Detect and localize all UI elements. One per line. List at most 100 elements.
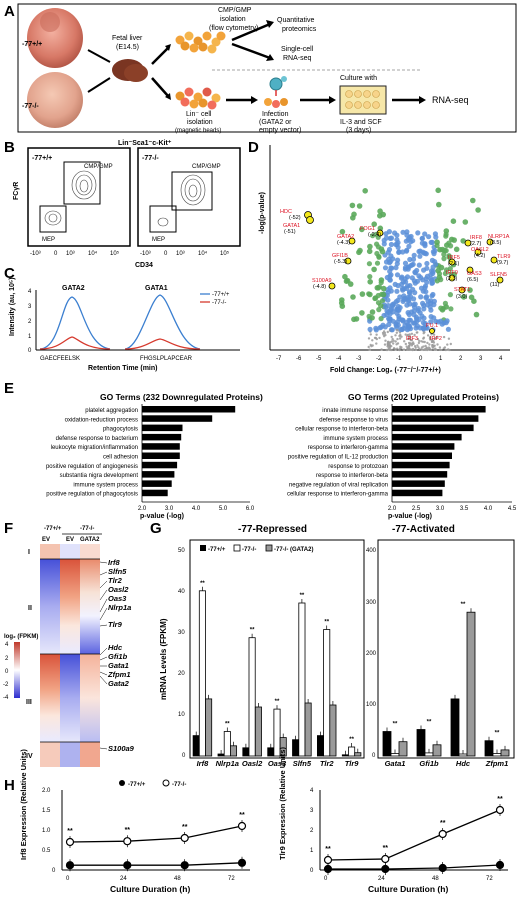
volcano-point bbox=[410, 320, 417, 326]
volcano-point bbox=[385, 297, 391, 303]
volcano-point bbox=[388, 306, 395, 312]
g-left-bars: Irf8 ** Nlrp1a ** Oasl2 ** Oas3 ** Slfn5 ** Tlr2 **… bbox=[192, 581, 362, 768]
gene-tick-label: Gata1 bbox=[385, 759, 406, 768]
svg-text:Gata2: Gata2 bbox=[108, 679, 130, 688]
volcano-point bbox=[422, 345, 425, 348]
mrna-bar bbox=[329, 704, 337, 757]
volcano-point bbox=[416, 344, 419, 347]
volcano-point bbox=[371, 339, 374, 342]
volcano-point bbox=[398, 337, 402, 340]
volcano-point bbox=[383, 235, 389, 241]
svg-text:IRF2: IRF2 bbox=[430, 336, 442, 342]
volcano-point bbox=[424, 260, 430, 267]
svg-text:(-4.8): (-4.8) bbox=[313, 284, 326, 290]
volcano-point bbox=[448, 306, 454, 312]
volcano-point bbox=[375, 300, 382, 306]
a-cmp-2: isolation bbox=[220, 16, 246, 23]
b-contour-wt bbox=[44, 170, 97, 226]
c-legend-wt: -77+/+ bbox=[212, 292, 230, 298]
mrna-bar bbox=[304, 702, 312, 757]
volcano-point bbox=[382, 304, 389, 310]
go-tick: 4.5 bbox=[508, 506, 517, 512]
volcano-point bbox=[380, 322, 386, 328]
volcano-point bbox=[382, 330, 386, 333]
go-bar bbox=[142, 433, 182, 441]
go-bar bbox=[392, 452, 452, 459]
gene-tick-label: Hdc bbox=[456, 759, 471, 768]
volcano-point bbox=[462, 219, 469, 225]
volcano-point bbox=[442, 335, 446, 339]
svg-text:TLR9: TLR9 bbox=[497, 254, 510, 260]
svg-text:0: 0 bbox=[372, 753, 376, 759]
go-tick: 4.0 bbox=[192, 506, 201, 512]
volcano-point bbox=[429, 280, 436, 286]
go-bar bbox=[392, 424, 474, 432]
volcano-point bbox=[442, 270, 448, 277]
svg-text:10³: 10³ bbox=[176, 251, 185, 257]
volcano-point bbox=[430, 268, 436, 274]
volcano-point bbox=[444, 242, 450, 248]
volcano-point bbox=[407, 256, 413, 263]
go-term-label: substantia nigra development bbox=[60, 473, 139, 479]
volcano-point bbox=[339, 297, 345, 303]
volcano-point bbox=[393, 241, 399, 248]
panel-d-letter: D bbox=[248, 139, 259, 156]
a-inf-1: Infection bbox=[262, 111, 289, 118]
volcano-point bbox=[429, 239, 435, 245]
volcano-point bbox=[395, 283, 401, 289]
d-xlabel: Fold Change: Log₂ (-77⁻/⁻/-77+/+) bbox=[330, 367, 441, 374]
panel-c-letter: C bbox=[4, 265, 15, 282]
volcano-point bbox=[400, 335, 403, 338]
g-plot-left bbox=[189, 539, 365, 759]
a-quant-1: Quantitative bbox=[277, 17, 314, 24]
b-ylabel: FCγR bbox=[13, 182, 20, 200]
volcano-point bbox=[367, 279, 374, 285]
svg-text:(-52): (-52) bbox=[289, 215, 301, 221]
a-sc-2: RNA-seq bbox=[283, 55, 312, 62]
h-point bbox=[381, 854, 390, 864]
volcano-point bbox=[436, 343, 439, 346]
volcano-point bbox=[436, 335, 439, 339]
volcano-point bbox=[367, 274, 373, 280]
c-gata1-wt-trace bbox=[124, 294, 201, 350]
b-plot-wt bbox=[27, 147, 131, 247]
volcano-point bbox=[401, 297, 407, 303]
svg-text:10⁴: 10⁴ bbox=[198, 250, 208, 257]
volcano-point bbox=[384, 339, 387, 342]
volcano-point bbox=[435, 187, 442, 194]
go-term-label: positive regulation of IL-12 production bbox=[288, 455, 388, 461]
volcano-point bbox=[374, 260, 381, 266]
volcano-point bbox=[468, 294, 475, 301]
volcano-point bbox=[369, 333, 372, 336]
mrna-bar bbox=[484, 740, 494, 757]
panel-d: D -log(p-value) -7 -6 -5 -4 -3 -2 -1 0 1… bbox=[248, 139, 510, 374]
g-plot-right bbox=[377, 539, 515, 759]
volcano-point bbox=[402, 260, 409, 266]
h-series-line bbox=[328, 864, 501, 870]
volcano-point bbox=[433, 318, 439, 325]
svg-text:GATA2: GATA2 bbox=[337, 234, 354, 240]
mrna-bar bbox=[458, 753, 468, 757]
e-down-bars: platelet aggregation oxidation-reduction … bbox=[46, 404, 255, 512]
volcano-point bbox=[390, 335, 393, 339]
volcano-point bbox=[395, 257, 401, 263]
h-left-yticks: 2.0 1.5 1.0 0.5 0 bbox=[42, 788, 56, 874]
b-gate-top-ko: CMP/GMP bbox=[192, 164, 221, 170]
volcano-point bbox=[417, 346, 420, 349]
volcano-point bbox=[453, 246, 460, 253]
go-tick: 3.5 bbox=[460, 506, 469, 512]
volcano-point bbox=[423, 348, 426, 351]
volcano-point bbox=[408, 239, 414, 245]
volcano-point bbox=[418, 294, 424, 300]
volcano-point bbox=[414, 323, 420, 329]
volcano-point bbox=[430, 264, 436, 270]
volcano-point bbox=[439, 348, 442, 352]
go-term-label: response to interferon-beta bbox=[316, 473, 389, 479]
svg-text:Tlr9: Tlr9 bbox=[108, 620, 123, 629]
volcano-point bbox=[407, 235, 413, 241]
go-tick: 5.0 bbox=[219, 506, 228, 512]
f-cluster-3: III bbox=[26, 699, 32, 706]
svg-text:(2.3): (2.3) bbox=[446, 276, 457, 282]
volcano-point bbox=[399, 345, 402, 348]
